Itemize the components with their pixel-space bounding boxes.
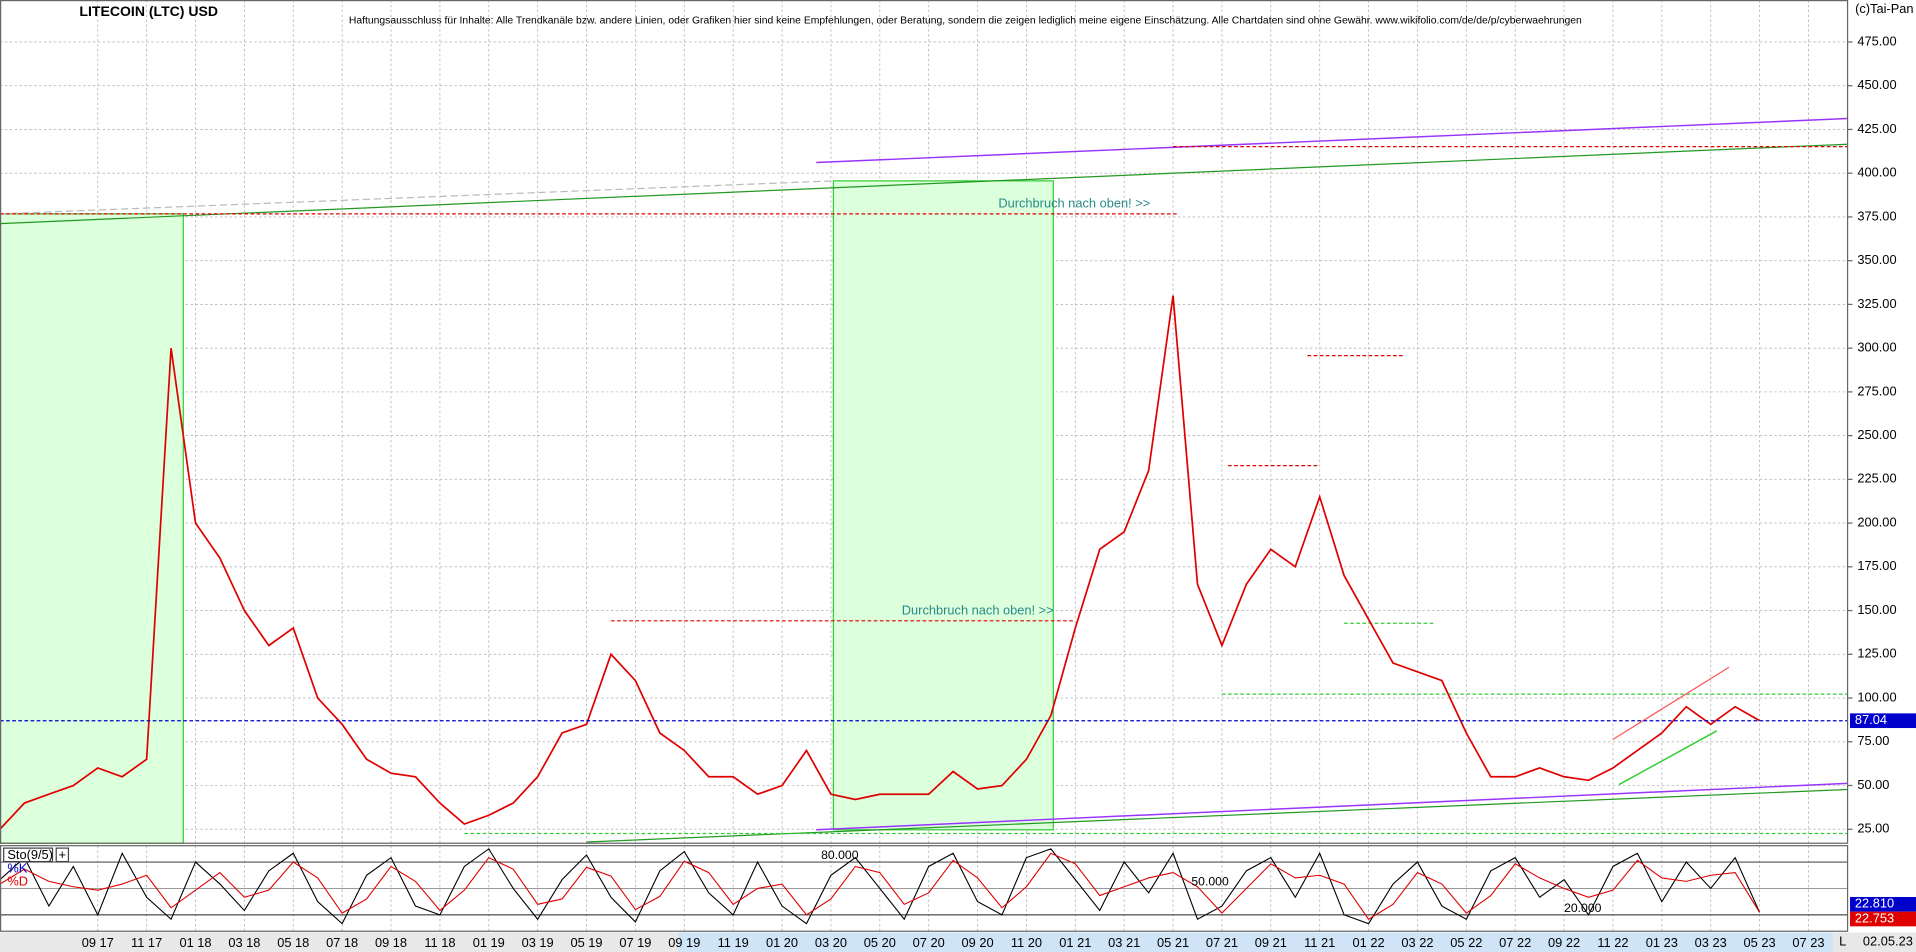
x-tick-label: 01 21 — [1059, 935, 1091, 950]
y-tick-label: 50.00 — [1857, 777, 1889, 792]
x-tick-label: 09 18 — [375, 935, 407, 950]
x-tick-label: 03 23 — [1695, 935, 1727, 950]
y-tick-label: 200.00 — [1857, 514, 1896, 529]
trend-line — [816, 117, 1848, 164]
x-tick-label: 07 22 — [1499, 935, 1531, 950]
y-tick-label: 400.00 — [1857, 165, 1896, 180]
x-tick-label: 11 18 — [424, 935, 455, 950]
legend-entry: %K — [7, 860, 27, 875]
x-tick-label: 09 19 — [668, 935, 700, 950]
marks — [0, 295, 1848, 925]
x-tick-label: 09 22 — [1548, 935, 1580, 950]
stoch-line — [0, 852, 1761, 920]
x-tick-label: 11 20 — [1011, 935, 1042, 950]
y-tick-label: 300.00 — [1857, 340, 1896, 355]
value-label: 22.753 — [1855, 910, 1894, 925]
x-tick-label: 01 20 — [766, 935, 798, 950]
drawings — [0, 117, 1848, 844]
x-tick-label: 11 17 — [131, 935, 162, 950]
y-tick-label: 225.00 — [1857, 471, 1896, 486]
stoch-title: Sto(9/5) — [7, 847, 53, 862]
credit: (c)Tai-Pan — [1855, 1, 1913, 16]
x-tick-label: 03 18 — [228, 935, 260, 950]
trend-line — [1618, 730, 1718, 786]
y-tick-label: 475.00 — [1857, 33, 1896, 48]
x-tick-label: 07 19 — [619, 935, 651, 950]
x-tick-label: 09 20 — [961, 935, 993, 950]
y-tick-label: 250.00 — [1857, 427, 1896, 442]
x-tick-label: 05 23 — [1744, 935, 1776, 950]
price-line — [0, 295, 1761, 830]
labels: LITECOIN (LTC) USD Haftungsausschluss fü… — [3, 1, 1916, 950]
x-tick-label: 01 19 — [473, 935, 505, 950]
x-tick-label: 05 22 — [1450, 935, 1482, 950]
x-tick-label: 05 20 — [864, 935, 896, 950]
y-tick-label: 450.00 — [1857, 77, 1896, 92]
range-box — [832, 180, 1054, 831]
x-tick-label: 05 18 — [277, 935, 309, 950]
x-tick-label: 11 22 — [1597, 935, 1628, 950]
legend-entry: %D — [7, 874, 28, 889]
date-label: 02.05.23 — [1863, 934, 1913, 949]
x-tick-label: 03 20 — [815, 935, 847, 950]
stoch-title-box — [3, 847, 54, 863]
chart-title: LITECOIN (LTC) USD — [79, 3, 218, 19]
corner-label: L — [1839, 934, 1846, 949]
x-tick-label: 05 21 — [1157, 935, 1189, 950]
stoch-button — [55, 847, 70, 863]
price-panel-frame — [0, 0, 1849, 844]
range-box — [0, 213, 184, 844]
y-tick-label: 375.00 — [1857, 208, 1896, 223]
x-tick-label: 09 17 — [82, 935, 114, 950]
y-tick-label: 150.00 — [1857, 602, 1896, 617]
x-axis-highlight — [678, 932, 1833, 952]
trend-line — [1612, 666, 1730, 740]
stoch-line — [0, 848, 1761, 925]
x-tick-label: 03 22 — [1401, 935, 1433, 950]
level-label: 80.000 — [821, 848, 859, 862]
value-box — [1850, 897, 1916, 912]
y-tick-label: 425.00 — [1857, 121, 1896, 136]
disclaimer: Haftungsausschluss für Inhalte: Alle Tre… — [349, 16, 1582, 27]
x-tick-label: 09 21 — [1255, 935, 1287, 950]
y-tick-label: 350.00 — [1857, 252, 1896, 267]
trend-line — [816, 782, 1848, 831]
x-tick-label: 03 19 — [522, 935, 554, 950]
x-tick-label: 11 21 — [1304, 935, 1335, 950]
x-tick-label: 05 19 — [570, 935, 602, 950]
y-tick-label: 325.00 — [1857, 296, 1896, 311]
x-tick-label: 07 21 — [1206, 935, 1238, 950]
value-box — [1850, 911, 1916, 927]
value-label: 22.810 — [1855, 896, 1894, 911]
annotation: Durchbruch nach oben! >> — [998, 195, 1150, 210]
x-tick-label: 07 18 — [326, 935, 358, 950]
level-label: 50.000 — [1191, 875, 1229, 889]
x-tick-label: 03 21 — [1108, 935, 1140, 950]
y-tick-label: 25.00 — [1857, 821, 1889, 836]
current-price-label: 87.04 — [1855, 712, 1887, 727]
y-tick-label: 275.00 — [1857, 383, 1896, 398]
x-tick-label: 11 19 — [718, 935, 749, 950]
current-price-box — [1850, 713, 1916, 729]
x-tick-label: 01 18 — [179, 935, 211, 950]
y-tick-label: 75.00 — [1857, 733, 1889, 748]
x-tick-label: 07 23 — [1792, 935, 1824, 950]
trend-line — [0, 143, 1848, 225]
trend-extension — [0, 180, 834, 215]
y-tick-label: 125.00 — [1857, 646, 1896, 661]
level-label: 20.000 — [1564, 901, 1602, 915]
x-tick-label: 07 20 — [913, 935, 945, 950]
x-tick-label: 01 23 — [1646, 935, 1678, 950]
y-tick-label: 175.00 — [1857, 558, 1896, 573]
stoch-button-icon: + — [59, 847, 66, 862]
x-tick-label: 01 22 — [1353, 935, 1385, 950]
y-tick-label: 100.00 — [1857, 689, 1896, 704]
stoch-panel-frame — [0, 845, 1849, 932]
annotation: Durchbruch nach oben! >> — [902, 602, 1054, 617]
